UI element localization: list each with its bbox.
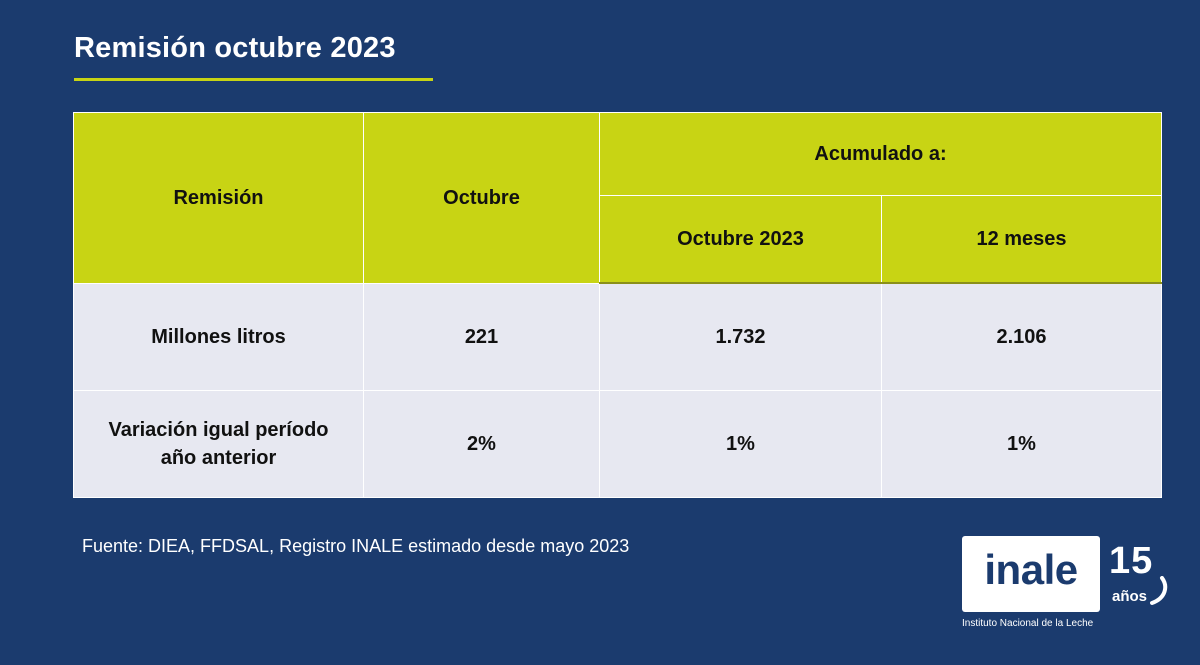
header-12-meses: 12 meses <box>881 195 1162 284</box>
logo-box: inale <box>962 536 1100 612</box>
row-label-variacion: Variación igual período año anterior <box>73 390 364 498</box>
logo-subtitle: Instituto Nacional de la Leche <box>962 618 1094 629</box>
logo-anniversary-years: años <box>1112 588 1148 605</box>
cell-octubre: 221 <box>363 282 600 391</box>
header-octubre-2023: Octubre 2023 <box>599 195 882 284</box>
row-label-variacion-line2: año anterior <box>160 447 277 469</box>
cell-acum-octubre-2023: 1% <box>599 390 882 498</box>
logo-word: inale <box>984 546 1078 593</box>
remision-table: Remisión Octubre Acumulado a: Octubre 20… <box>73 112 1162 498</box>
header-remision: Remisión <box>73 112 364 284</box>
logo-anniversary-number: 15 <box>1109 540 1154 582</box>
row-label-millones: Millones litros <box>73 282 364 391</box>
header-acumulado: Acumulado a: <box>599 112 1162 196</box>
title-underline <box>74 78 433 81</box>
cell-octubre: 2% <box>363 390 600 498</box>
cell-acum-12-meses: 2.106 <box>881 282 1162 391</box>
page-title: Remisión octubre 2023 <box>74 32 396 64</box>
table-row: Millones litros 221 1.732 2.106 <box>73 282 1162 391</box>
cell-acum-octubre-2023: 1.732 <box>599 282 882 391</box>
inale-logo: inale 15 años Instituto Nacional de la L… <box>962 536 1192 636</box>
header-octubre: Octubre <box>363 112 600 284</box>
table-row: Variación igual período año anterior 2% … <box>73 390 1162 498</box>
row-label-variacion-line1: Variación igual período <box>108 419 329 441</box>
cell-acum-12-meses: 1% <box>881 390 1162 498</box>
logo-arc-icon <box>1150 576 1168 605</box>
source-note: Fuente: DIEA, FFDSAL, Registro INALE est… <box>82 536 630 556</box>
